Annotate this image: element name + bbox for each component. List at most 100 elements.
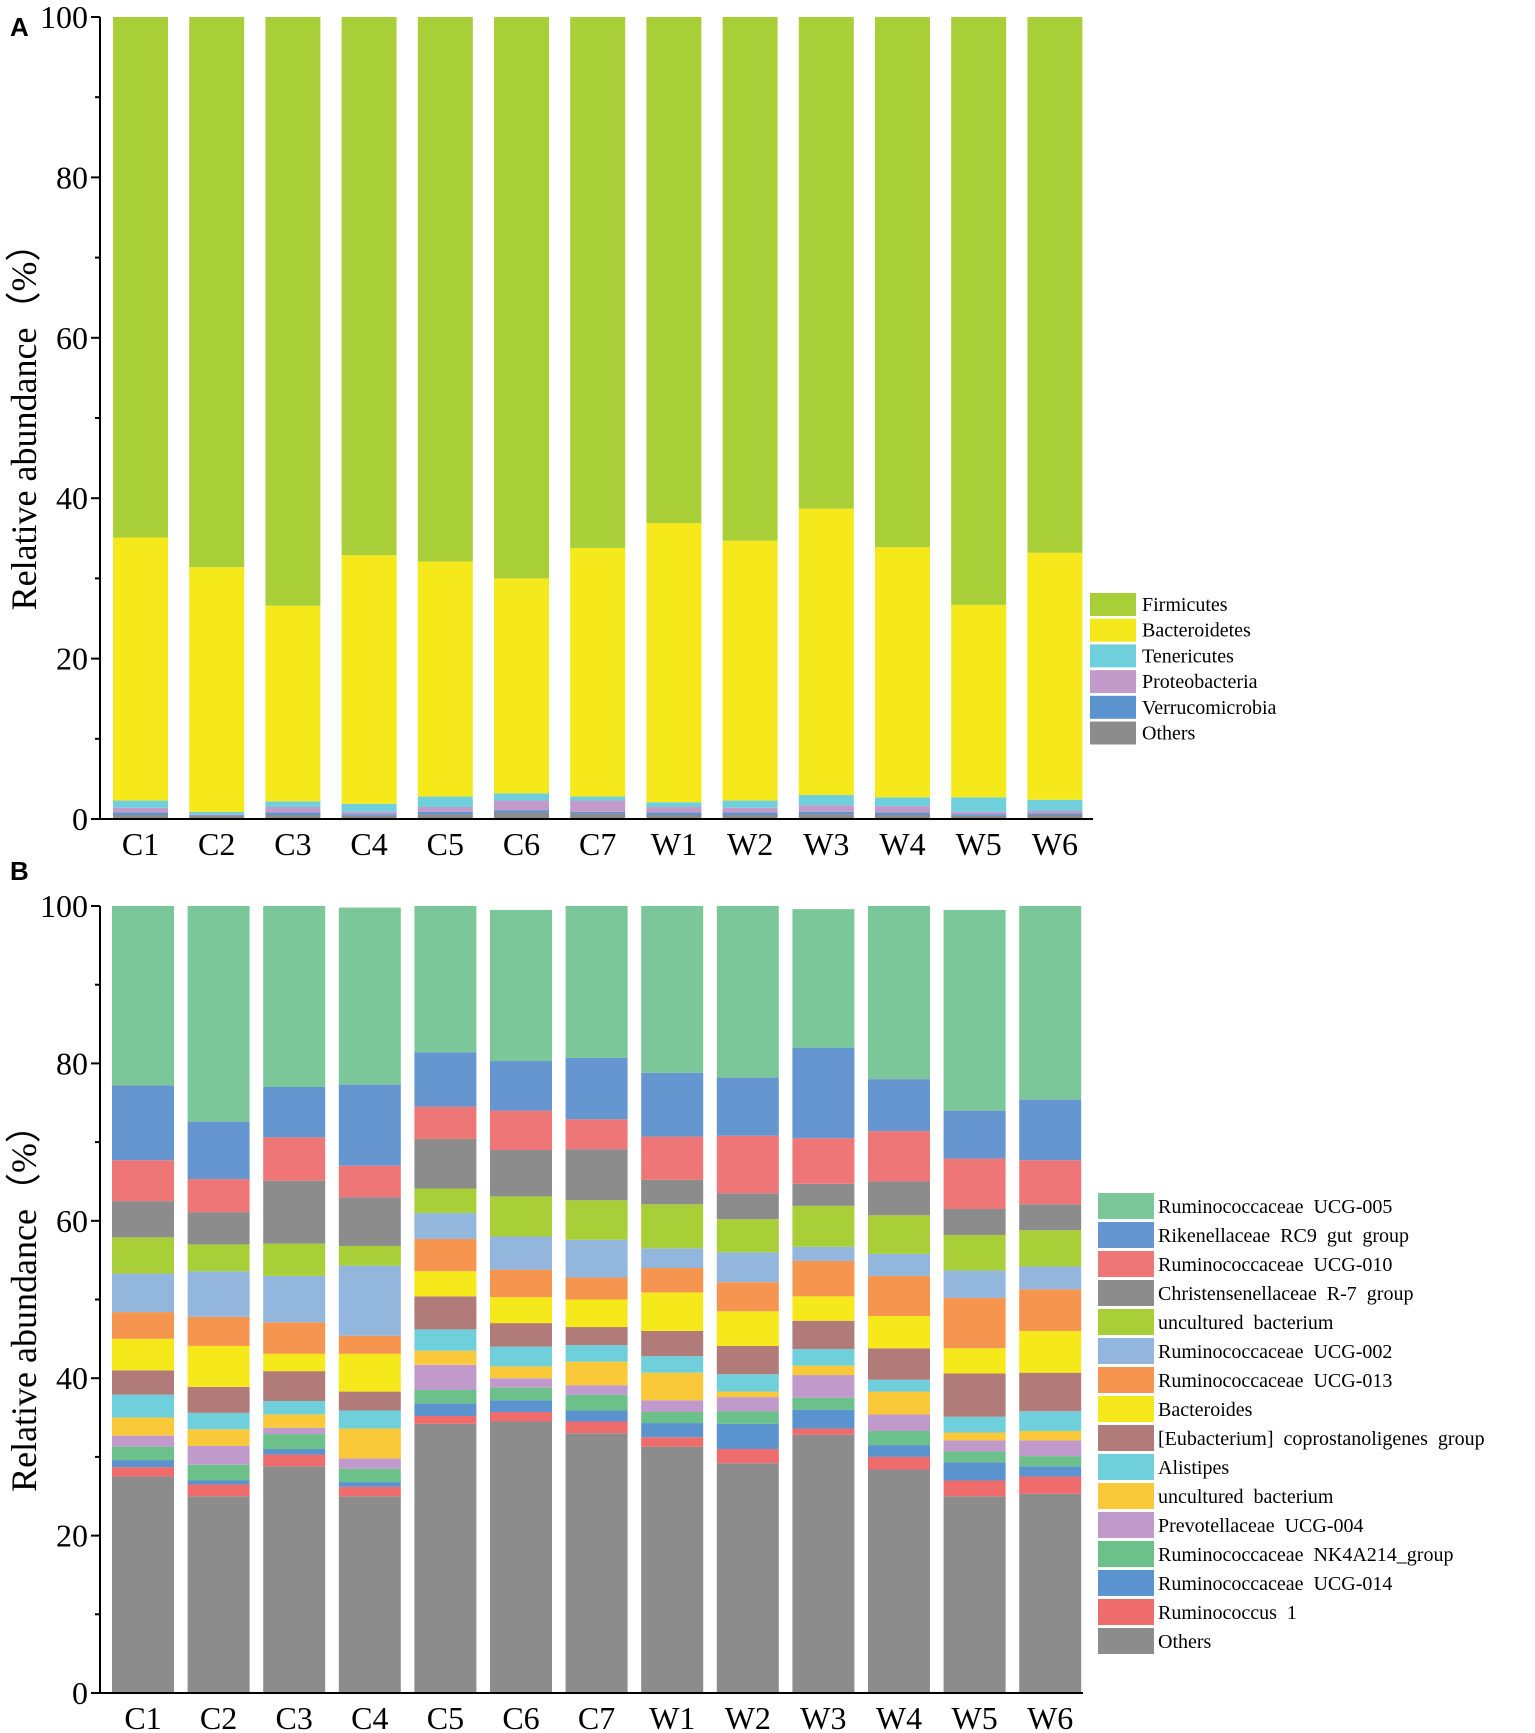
y-tick-label: 0 <box>72 1675 88 1711</box>
bar-segment-c7-5 <box>565 1361 628 1386</box>
y-tick-label: 0 <box>72 801 88 837</box>
bar-segment-c3-1 <box>263 1454 326 1467</box>
x-tick-label: C4 <box>351 1700 388 1733</box>
bar-segment-c4-14 <box>338 1084 401 1166</box>
legend-swatch <box>1098 1251 1154 1277</box>
legend-swatch <box>1098 1599 1154 1625</box>
bar-segment-c4-4 <box>338 1458 401 1469</box>
bar-segment-w6-11 <box>1019 1230 1082 1267</box>
bar-segment-w4-7 <box>868 1348 930 1380</box>
bar-segment-c5-6 <box>414 1329 477 1351</box>
bar-segment-w3-8 <box>792 1296 855 1321</box>
bar-segment-w4-12 <box>868 1181 930 1216</box>
legend-swatch <box>1098 1396 1154 1422</box>
bar-segment-w6-14 <box>1019 1099 1082 1161</box>
bar-segment-c7-2 <box>570 800 626 812</box>
bar-segment-c4-9 <box>338 1335 401 1354</box>
bar-segment-c1-11 <box>112 1237 174 1274</box>
bar-segment-c1-4 <box>112 1435 174 1447</box>
legend-label: Ruminococcaceae NK4A214_group <box>1158 1544 1453 1566</box>
bar-segment-w6-2 <box>1027 810 1083 814</box>
legend-label: Bacteroides <box>1158 1399 1253 1421</box>
y-tick-label: 60 <box>56 1203 88 1239</box>
y-tick-label: 20 <box>56 641 88 677</box>
bar-segment-c1-5 <box>112 1417 174 1436</box>
bar-segment-w1-12 <box>641 1179 704 1205</box>
legend-swatch <box>1098 1454 1154 1480</box>
y-tick-label: 80 <box>56 1045 88 1081</box>
bar-segment-c5-11 <box>414 1188 477 1213</box>
legend-label: Firmicutes <box>1142 594 1228 616</box>
legend-label: Ruminococcaceae UCG-014 <box>1158 1573 1392 1595</box>
x-tick-label: C3 <box>274 826 311 862</box>
bar-segment-w3-13 <box>792 1138 855 1184</box>
bar-segment-w4-3 <box>875 797 930 807</box>
bar-segment-c2-2 <box>189 814 245 815</box>
bar-segment-c4-5 <box>338 1428 401 1459</box>
bar-segment-w6-8 <box>1019 1330 1082 1373</box>
bar-segment-w3-10 <box>792 1246 855 1261</box>
bar-segment-w4-6 <box>868 1379 930 1392</box>
bar-segment-w2-2 <box>722 807 778 813</box>
bar-segment-w5-11 <box>943 1234 1006 1271</box>
bar-segment-w6-0 <box>1019 1493 1082 1693</box>
bar-segment-c1-1 <box>112 1467 174 1477</box>
x-tick-label: W6 <box>1027 1700 1073 1733</box>
bar-segment-c1-3 <box>113 800 168 808</box>
bar-segment-c1-6 <box>112 1394 174 1418</box>
bar-segment-w6-7 <box>1019 1372 1082 1412</box>
bar-segment-w2-1 <box>722 812 778 815</box>
bar-segment-c2-7 <box>187 1386 250 1413</box>
bar-segment-w3-0 <box>792 1434 855 1693</box>
bar-segment-w5-2 <box>951 811 1007 815</box>
bar-segment-w4-0 <box>875 814 930 819</box>
bar-segment-w6-3 <box>1027 799 1083 811</box>
bar-segment-w2-11 <box>716 1219 779 1253</box>
legend-label: uncultured bacterium <box>1158 1312 1334 1334</box>
bar-segment-w4-14 <box>868 1079 930 1132</box>
bar-segment-w2-4 <box>722 540 778 801</box>
bar-segment-w1-2 <box>641 1423 704 1438</box>
y-tick-label: 60 <box>56 320 88 356</box>
bar-segment-c7-14 <box>565 1057 628 1120</box>
bar-segment-c6-13 <box>490 1110 552 1150</box>
bar-segment-c4-6 <box>338 1410 401 1429</box>
bar-segment-c2-10 <box>187 1271 250 1317</box>
bar-segment-c7-0 <box>565 1433 628 1693</box>
legend-swatch <box>1098 1425 1154 1451</box>
bar-segment-c6-1 <box>494 810 549 813</box>
bar-segment-c1-8 <box>112 1338 174 1371</box>
legend-label: uncultured bacterium <box>1158 1486 1334 1508</box>
y-axis-title: Relative abundance（%） <box>4 226 44 611</box>
bar-segment-c6-3 <box>494 793 549 801</box>
bar-segment-c4-1 <box>338 1486 401 1497</box>
bar-segment-w1-13 <box>641 1136 704 1180</box>
bar-segment-w6-5 <box>1027 17 1083 553</box>
bar-segment-c5-7 <box>414 1296 477 1330</box>
bar-segment-w6-6 <box>1019 1411 1082 1431</box>
bar-segment-w1-4 <box>641 1400 704 1413</box>
bar-segment-c4-3 <box>341 803 397 812</box>
bar-segment-c2-1 <box>187 1484 250 1497</box>
bar-segment-w4-4 <box>875 547 930 798</box>
bar-segment-w5-10 <box>943 1270 1006 1298</box>
bar-segment-c3-0 <box>265 814 321 819</box>
bar-segment-c2-12 <box>187 1212 250 1245</box>
bar-segment-c5-4 <box>417 561 473 797</box>
x-tick-label: W4 <box>876 1700 922 1733</box>
bar-segment-w2-6 <box>716 1374 779 1392</box>
legend-swatch <box>1098 1280 1154 1306</box>
bar-segment-w6-0 <box>1027 814 1083 819</box>
bar-segment-c4-10 <box>338 1265 401 1336</box>
bar-segment-w1-2 <box>646 806 702 813</box>
bar-segment-w4-3 <box>868 1430 930 1446</box>
bar-segment-c6-4 <box>494 578 549 794</box>
bar-segment-c5-1 <box>414 1415 477 1424</box>
bar-segment-c5-0 <box>417 814 473 819</box>
bar-segment-w5-3 <box>951 797 1007 812</box>
bar-segment-w5-5 <box>943 1432 1006 1441</box>
bar-segment-c4-0 <box>338 1496 401 1693</box>
bar-segment-w6-12 <box>1019 1204 1082 1231</box>
bar-segment-w2-3 <box>722 800 778 808</box>
bar-segment-c1-3 <box>112 1446 174 1461</box>
